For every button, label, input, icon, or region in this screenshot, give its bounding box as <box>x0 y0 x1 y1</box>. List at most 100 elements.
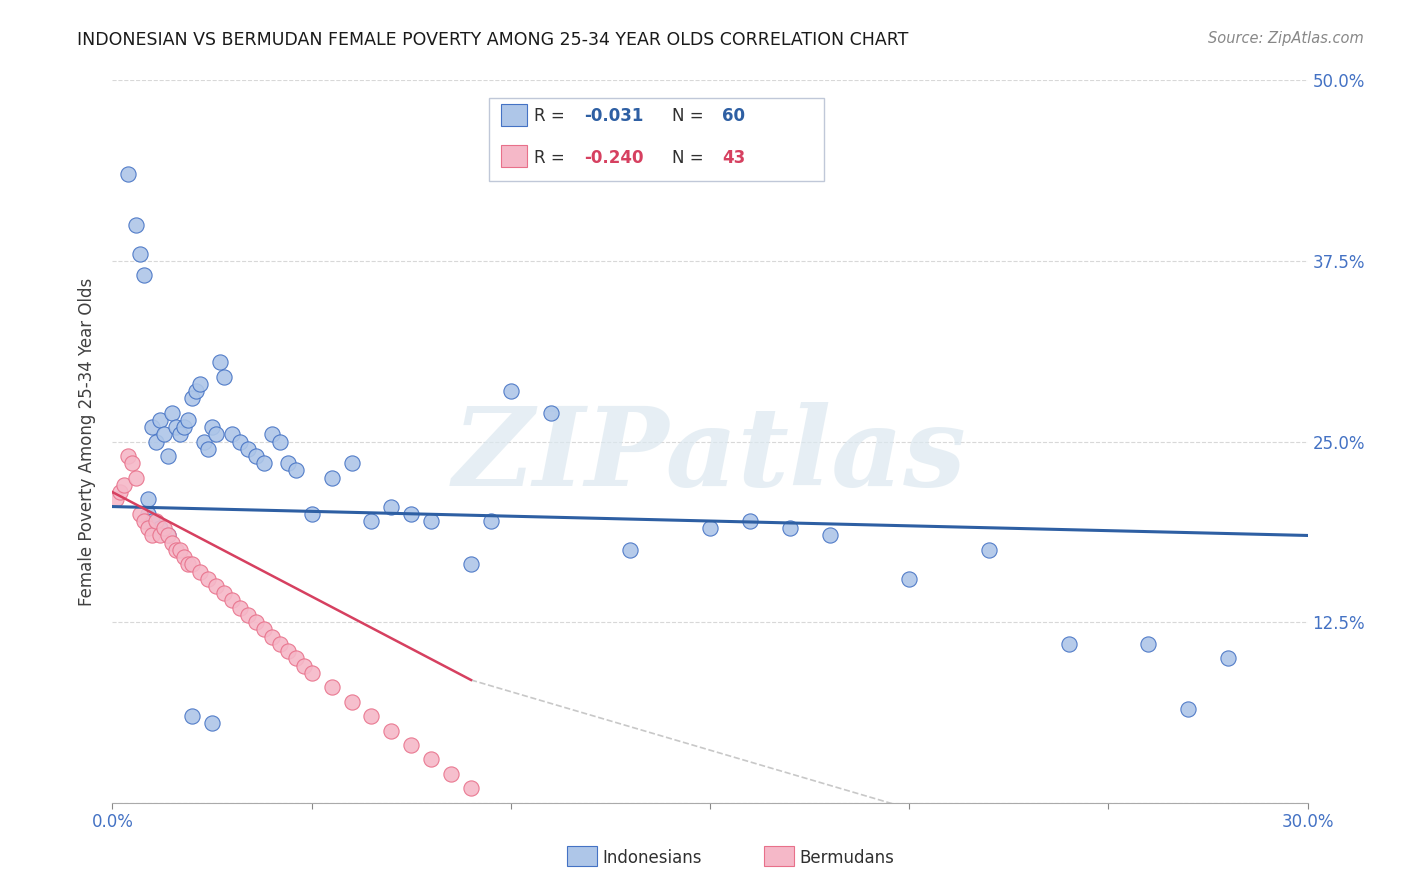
Point <box>110 485 132 500</box>
Point <box>149 521 172 535</box>
Point <box>125 218 148 232</box>
Point <box>1216 651 1239 665</box>
Point <box>157 449 180 463</box>
Point <box>121 456 143 470</box>
Text: Bermudans: Bermudans <box>800 849 894 867</box>
Point <box>321 680 343 694</box>
Point <box>165 420 187 434</box>
Point <box>360 709 382 723</box>
Point <box>277 456 299 470</box>
Point <box>157 528 180 542</box>
Point <box>145 434 167 449</box>
Point <box>153 427 176 442</box>
Point <box>818 528 841 542</box>
Point <box>197 442 219 456</box>
Y-axis label: Female Poverty Among 25-34 Year Olds: Female Poverty Among 25-34 Year Olds <box>77 277 96 606</box>
Point <box>253 623 276 637</box>
Point <box>401 738 423 752</box>
Bar <box>763 847 794 865</box>
Point <box>245 615 267 630</box>
Text: -0.031: -0.031 <box>585 107 644 126</box>
Point <box>138 492 160 507</box>
Point <box>153 521 176 535</box>
Point <box>779 521 801 535</box>
Point <box>245 449 267 463</box>
Point <box>188 565 211 579</box>
Point <box>169 427 191 442</box>
Point <box>229 434 252 449</box>
Bar <box>501 145 527 167</box>
Text: N =: N = <box>672 149 709 167</box>
Point <box>1137 637 1160 651</box>
Point <box>260 427 283 442</box>
Point <box>105 492 128 507</box>
Point <box>269 637 291 651</box>
Point <box>197 572 219 586</box>
Point <box>699 521 721 535</box>
Point <box>181 558 204 572</box>
Point <box>117 167 139 181</box>
Point <box>479 514 502 528</box>
Point <box>321 470 343 484</box>
Point <box>540 406 562 420</box>
Point <box>440 767 463 781</box>
Point <box>229 600 252 615</box>
Point <box>209 355 232 369</box>
Point <box>125 470 148 484</box>
Point <box>340 695 363 709</box>
Point <box>977 542 1000 557</box>
Point <box>162 406 183 420</box>
Point <box>205 427 228 442</box>
Point <box>212 586 235 600</box>
Point <box>201 420 224 434</box>
Point <box>181 391 204 405</box>
Point <box>141 528 163 542</box>
Point <box>129 246 152 260</box>
Point <box>138 507 160 521</box>
Point <box>129 507 152 521</box>
Point <box>340 456 363 470</box>
Text: INDONESIAN VS BERMUDAN FEMALE POVERTY AMONG 25-34 YEAR OLDS CORRELATION CHART: INDONESIAN VS BERMUDAN FEMALE POVERTY AM… <box>77 31 908 49</box>
Point <box>173 550 195 565</box>
Point <box>360 514 382 528</box>
Point <box>165 542 187 557</box>
Point <box>1177 702 1199 716</box>
Text: ZIPatlas: ZIPatlas <box>453 402 967 509</box>
Point <box>301 665 323 680</box>
Text: N =: N = <box>672 107 709 126</box>
Point <box>173 420 195 434</box>
Point <box>420 514 443 528</box>
Point <box>236 442 259 456</box>
Point <box>301 507 323 521</box>
Point <box>277 644 299 658</box>
Point <box>205 579 228 593</box>
Text: 43: 43 <box>723 149 745 167</box>
Point <box>260 630 283 644</box>
Text: Source: ZipAtlas.com: Source: ZipAtlas.com <box>1208 31 1364 46</box>
Point <box>134 514 156 528</box>
Point <box>162 535 183 549</box>
Point <box>253 456 276 470</box>
Point <box>284 651 307 665</box>
Point <box>145 514 167 528</box>
Text: R =: R = <box>534 107 571 126</box>
Point <box>401 507 423 521</box>
Point <box>738 514 761 528</box>
Point <box>181 709 204 723</box>
Point <box>420 752 443 766</box>
Point <box>221 593 243 607</box>
Point <box>380 723 402 738</box>
Point <box>134 268 156 283</box>
Point <box>236 607 259 622</box>
Text: Indonesians: Indonesians <box>603 849 702 867</box>
Point <box>149 528 172 542</box>
Point <box>460 558 482 572</box>
Point <box>188 376 211 391</box>
Point <box>141 514 163 528</box>
Point <box>460 781 482 796</box>
Point <box>380 500 402 514</box>
Point <box>221 427 243 442</box>
Point <box>499 384 522 398</box>
Bar <box>501 103 527 126</box>
Point <box>292 658 315 673</box>
